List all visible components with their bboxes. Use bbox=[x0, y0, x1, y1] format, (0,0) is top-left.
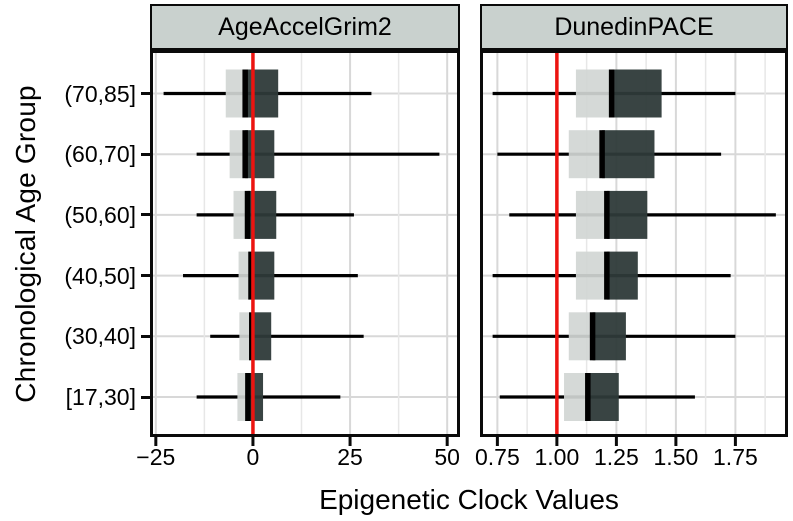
y-tick-mark bbox=[141, 395, 150, 399]
median-line bbox=[585, 373, 591, 421]
y-tick-mark bbox=[141, 92, 150, 95]
box-q1-median bbox=[233, 190, 248, 239]
panel-ageaccelgrim2 bbox=[150, 50, 460, 447]
x-tick-label: 25 bbox=[337, 444, 363, 470]
box-q1-median bbox=[239, 312, 252, 361]
box-q1-median bbox=[229, 130, 246, 179]
box-median-q3 bbox=[251, 312, 272, 361]
box-q1-median bbox=[568, 130, 603, 179]
y-tick-mark bbox=[141, 152, 150, 156]
median-line bbox=[242, 130, 248, 179]
median-line bbox=[589, 312, 596, 361]
y-tick-label: (30,40] bbox=[64, 323, 136, 350]
y-axis-title: Chronological Age Group bbox=[10, 85, 41, 403]
y-tick-mark bbox=[141, 334, 150, 338]
box-q1-median bbox=[575, 251, 607, 300]
box-q1-median bbox=[225, 69, 246, 118]
x-tick-label: 1.25 bbox=[593, 444, 639, 470]
facet-strip-ageaccelgrim2: AgeAccelGrim2 bbox=[150, 4, 460, 50]
median-line bbox=[604, 190, 610, 239]
box-median-q3 bbox=[606, 251, 638, 300]
box-median-q3 bbox=[587, 373, 619, 421]
box-q1-median bbox=[564, 373, 588, 421]
median-line bbox=[242, 69, 248, 118]
box-median-q3 bbox=[592, 312, 626, 361]
box-median-q3 bbox=[245, 130, 275, 179]
y-tick-label: (60,70] bbox=[64, 141, 136, 168]
median-line bbox=[245, 373, 251, 421]
box-median-q3 bbox=[245, 69, 279, 118]
box-median-q3 bbox=[602, 130, 655, 179]
y-tick-mark bbox=[141, 213, 150, 217]
panel-background bbox=[150, 50, 460, 437]
box-median-q3 bbox=[251, 251, 275, 300]
x-tick-label: 50 bbox=[434, 444, 460, 470]
box-q1-median bbox=[568, 312, 593, 361]
plot-area bbox=[480, 50, 788, 446]
median-line bbox=[599, 130, 605, 179]
facet-strip-label: AgeAccelGrim2 bbox=[218, 12, 392, 41]
box-q1-median bbox=[575, 190, 607, 239]
median-line bbox=[604, 251, 610, 300]
y-tick-label: (70,85] bbox=[64, 80, 136, 107]
x-tick-label: −25 bbox=[136, 444, 176, 470]
x-tick-label: 0.75 bbox=[474, 444, 520, 470]
panel-border bbox=[480, 50, 788, 437]
x-tick-label: 1.00 bbox=[534, 444, 580, 470]
y-tick-mark bbox=[141, 274, 150, 278]
facet-strip-dunedinpace: DunedinPACE bbox=[480, 4, 788, 50]
facet-strip-label: DunedinPACE bbox=[554, 12, 714, 41]
y-tick-label: [17,30] bbox=[65, 384, 136, 410]
box-median-q3 bbox=[606, 190, 648, 239]
box-q1-median bbox=[575, 69, 612, 118]
y-tick-label: (40,50] bbox=[64, 262, 136, 289]
panel-dunedinpace bbox=[480, 50, 788, 447]
box-median-q3 bbox=[611, 69, 662, 118]
plot-area bbox=[150, 50, 460, 446]
y-tick-label: (50,60] bbox=[64, 201, 136, 228]
box-q1-median bbox=[237, 373, 248, 421]
panel-border bbox=[150, 50, 460, 437]
median-line bbox=[244, 190, 251, 239]
x-tick-label: 1.75 bbox=[713, 444, 758, 470]
box-q1-median bbox=[238, 251, 252, 300]
x-tick-label: 0 bbox=[246, 444, 260, 470]
x-tick-label: 1.50 bbox=[653, 444, 699, 470]
median-line bbox=[248, 251, 254, 300]
x-axis-title: Epigenetic Clock Values bbox=[319, 484, 619, 515]
median-line bbox=[608, 69, 615, 118]
